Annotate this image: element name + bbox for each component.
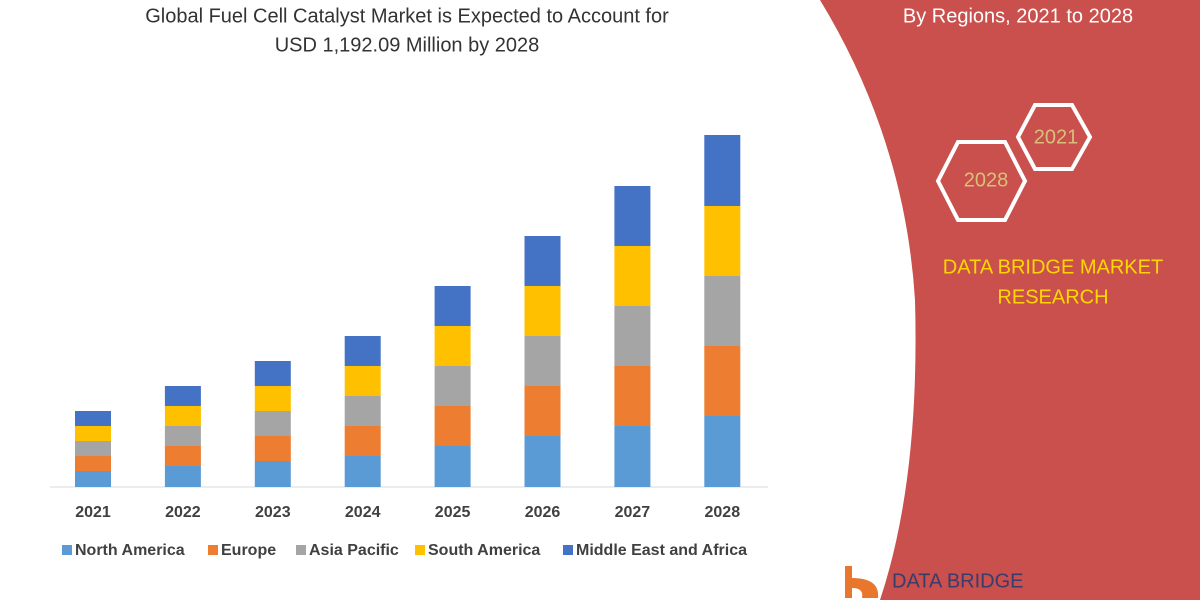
bar-segment: [254, 436, 291, 461]
badge-hexagon: [935, 140, 1028, 222]
bar-segment: [254, 386, 291, 411]
bar-segment: [344, 396, 381, 426]
bar-segment: [614, 426, 651, 487]
bar-segment: [344, 366, 381, 396]
brand-text: DATA BRIDGE MARKET: [943, 256, 1163, 278]
legend-swatch: [563, 545, 573, 555]
bar-segment: [164, 406, 201, 426]
x-tick-label: 2024: [345, 504, 381, 521]
subtitle: By Regions, 2021 to 2028: [903, 5, 1133, 27]
bar-segment: [344, 336, 381, 366]
bar-segment: [164, 446, 201, 466]
x-tick-label: 2021: [75, 504, 111, 521]
bar-segment: [704, 135, 741, 206]
bar-segment: [614, 246, 651, 306]
bar-segment: [254, 411, 291, 436]
legend-swatch: [62, 545, 72, 555]
bar-segment: [614, 366, 651, 426]
legend-label: Europe: [221, 542, 276, 559]
bar-segment: [75, 471, 111, 487]
x-tick-label: 2022: [165, 504, 201, 521]
bar-segment: [75, 426, 111, 441]
bar-segment: [434, 446, 471, 487]
brand-text: RESEARCH: [997, 286, 1108, 308]
bar-segment: [344, 426, 381, 456]
bar-segment: [434, 326, 471, 366]
bar-segment: [164, 466, 201, 487]
legend-swatch: [415, 545, 425, 555]
legend-label: North America: [75, 542, 185, 559]
bar-segment: [75, 411, 111, 426]
x-tick-label: 2027: [615, 504, 651, 521]
bar-segment: [704, 276, 741, 346]
legend-swatch: [296, 545, 306, 555]
x-tick-label: 2025: [435, 504, 471, 521]
logo-mark: [845, 566, 879, 598]
legend-label: Asia Pacific: [309, 542, 399, 559]
bar-segment: [704, 416, 741, 487]
bar-segment: [614, 306, 651, 366]
bar-segment: [524, 386, 561, 436]
bar-segment: [164, 426, 201, 446]
bar-segment: [434, 286, 471, 326]
bar-segment: [254, 461, 291, 487]
bar-segment: [614, 186, 651, 246]
badge-label: 2021: [1034, 126, 1079, 148]
bar-segment: [75, 456, 111, 471]
bar-segment: [704, 346, 741, 416]
bar-segment: [524, 236, 561, 286]
bar-segment: [75, 441, 111, 456]
x-tick-label: 2026: [525, 504, 561, 521]
bar-segment: [344, 456, 381, 487]
legend-label: South America: [428, 542, 540, 559]
bar-segment: [524, 336, 561, 386]
chart-title: USD 1,192.09 Million by 2028: [275, 34, 540, 56]
legend-swatch: [208, 545, 218, 555]
bar-segment: [704, 206, 741, 276]
legend-label: Middle East and Africa: [576, 542, 747, 559]
bar-segment: [254, 361, 291, 386]
badge-hexagon: [1015, 103, 1093, 171]
bar-segment: [524, 436, 561, 487]
badge-label: 2028: [964, 169, 1009, 191]
x-tick-label: 2028: [705, 504, 741, 521]
side-panel: [820, 0, 1200, 600]
bar-segment: [524, 286, 561, 336]
bar-segment: [434, 406, 471, 446]
logo-text: DATA BRIDGE: [892, 570, 1024, 592]
x-tick-label: 2023: [255, 504, 291, 521]
chart-title: Global Fuel Cell Catalyst Market is Expe…: [145, 5, 669, 27]
bar-segment: [164, 386, 201, 406]
bar-segment: [434, 366, 471, 406]
